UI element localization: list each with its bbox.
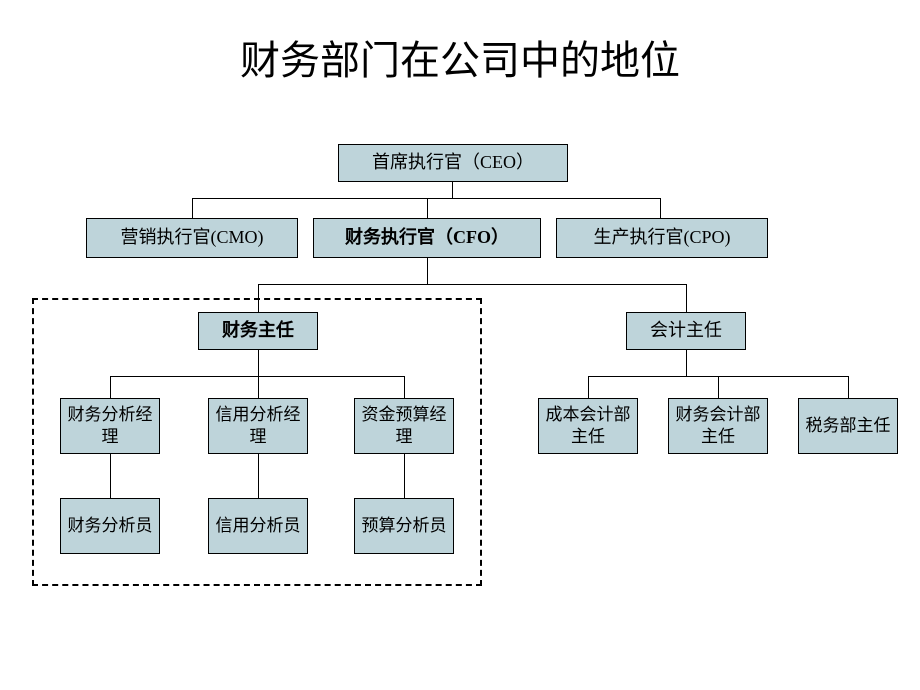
connector-line bbox=[404, 454, 405, 498]
org-node-acc_dir: 会计主任 bbox=[626, 312, 746, 350]
org-node-label: 预算分析员 bbox=[362, 515, 447, 537]
org-node-label: 营销执行官(CMO) bbox=[121, 226, 264, 249]
org-node-fin_dir: 财务主任 bbox=[198, 312, 318, 350]
connector-line bbox=[258, 376, 259, 398]
org-node-label: 财务会计部主任 bbox=[673, 404, 763, 448]
org-node-ceo: 首席执行官（CEO） bbox=[338, 144, 568, 182]
connector-line bbox=[258, 454, 259, 498]
connector-line bbox=[660, 198, 661, 218]
org-node-label: 会计主任 bbox=[650, 319, 722, 342]
connector-line bbox=[427, 258, 428, 284]
org-node-bud_mgr: 资金预算经理 bbox=[354, 398, 454, 454]
org-node-cred_ana: 信用分析员 bbox=[208, 498, 308, 554]
connector-line bbox=[427, 198, 428, 218]
connector-line bbox=[258, 284, 259, 312]
connector-line bbox=[718, 376, 719, 398]
page-title: 财务部门在公司中的地位 bbox=[0, 28, 920, 86]
connector-line bbox=[452, 182, 453, 198]
org-node-label: 首席执行官（CEO） bbox=[372, 151, 534, 174]
org-node-fin_mgr: 财务分析经理 bbox=[60, 398, 160, 454]
connector-line bbox=[686, 284, 687, 312]
org-node-label: 税务部主任 bbox=[806, 415, 891, 437]
connector-line bbox=[848, 376, 849, 398]
connector-line bbox=[404, 376, 405, 398]
connector-line bbox=[588, 376, 589, 398]
org-node-label: 财务执行官（CFO） bbox=[345, 226, 509, 249]
org-node-cred_mgr: 信用分析经理 bbox=[208, 398, 308, 454]
org-node-label: 财务分析员 bbox=[68, 515, 153, 537]
connector-line bbox=[110, 454, 111, 498]
org-node-facc_dir: 财务会计部主任 bbox=[668, 398, 768, 454]
org-node-cpo: 生产执行官(CPO) bbox=[556, 218, 768, 258]
connector-line bbox=[110, 376, 404, 377]
org-node-cfo: 财务执行官（CFO） bbox=[313, 218, 541, 258]
org-node-label: 资金预算经理 bbox=[359, 404, 449, 448]
org-node-label: 信用分析经理 bbox=[213, 404, 303, 448]
org-node-label: 财务主任 bbox=[222, 319, 294, 342]
org-node-bud_ana: 预算分析员 bbox=[354, 498, 454, 554]
connector-line bbox=[686, 350, 687, 376]
connector-line bbox=[258, 350, 259, 376]
org-node-cost_dir: 成本会计部主任 bbox=[538, 398, 638, 454]
connector-line bbox=[258, 284, 686, 285]
connector-line bbox=[192, 198, 660, 199]
org-node-label: 信用分析员 bbox=[216, 515, 301, 537]
org-node-tax_dir: 税务部主任 bbox=[798, 398, 898, 454]
org-node-label: 财务分析经理 bbox=[65, 404, 155, 448]
connector-line bbox=[110, 376, 111, 398]
org-node-label: 成本会计部主任 bbox=[543, 404, 633, 448]
org-node-cmo: 营销执行官(CMO) bbox=[86, 218, 298, 258]
connector-line bbox=[192, 198, 193, 218]
org-node-fin_ana: 财务分析员 bbox=[60, 498, 160, 554]
org-node-label: 生产执行官(CPO) bbox=[593, 226, 730, 249]
